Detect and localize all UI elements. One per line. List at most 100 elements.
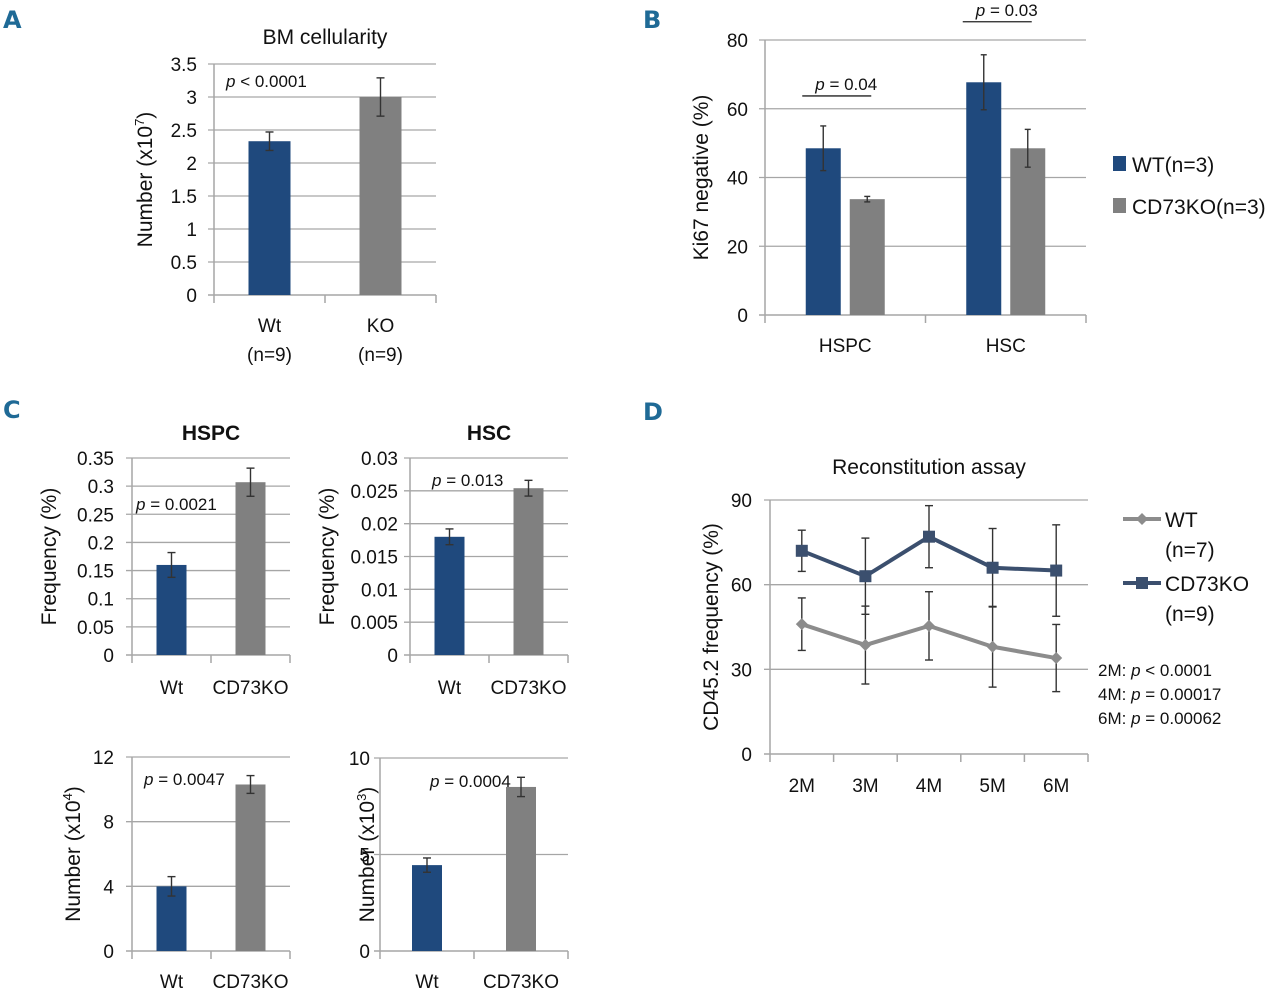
- y-tick-label: 0.01: [361, 580, 398, 601]
- y-tick-label: 0.35: [77, 449, 114, 470]
- marker-square: [795, 544, 808, 557]
- y-tick-label: 0.005: [350, 613, 398, 634]
- y-tick-label: 90: [731, 491, 752, 512]
- y-axis-title-sup: 3: [354, 794, 369, 801]
- y-tick-label: 1: [186, 220, 197, 241]
- p-symbol: p: [225, 72, 235, 91]
- legend-sublabel: (n=9): [1165, 603, 1215, 626]
- chart-title: Reconstitution assay: [832, 456, 1026, 479]
- y-tick-label: 5: [359, 846, 370, 867]
- bar-ko: [359, 97, 402, 295]
- panel-label: C: [3, 396, 21, 424]
- p-symbol: p: [1130, 685, 1140, 704]
- marker-diamond: [859, 639, 872, 652]
- x-tick-label: HSPC: [819, 336, 872, 357]
- annotation-prefix: 4M:: [1098, 685, 1131, 704]
- p-value: = 0.0047: [153, 770, 224, 789]
- y-tick-label: 0: [741, 745, 752, 766]
- y-tick-label: 0: [387, 646, 398, 667]
- x-tick-label: Wt: [160, 972, 184, 993]
- bar-ko: [506, 786, 536, 951]
- y-axis-title: Number (x107): [132, 112, 157, 248]
- y-tick-label: 0.1: [88, 590, 114, 611]
- x-tick-label: Wt: [160, 678, 184, 699]
- y-tick-label: 0.025: [350, 482, 398, 503]
- chart-C4: 0 5 10 Number (x103) Wt CD73KO p = 0.0004: [349, 749, 569, 993]
- p-value: = 0.04: [825, 75, 877, 94]
- y-axis-title-end: ): [356, 787, 379, 794]
- p-symbol: p: [135, 495, 145, 514]
- chart-C2: HSC 0 0.005 0.01 0.015 0.02 0.025 0.03 Frequency…: [316, 422, 569, 699]
- chart-title: HSPC: [182, 422, 240, 445]
- y-axis-title-end: ): [134, 112, 157, 119]
- annotation-prefix: 2M:: [1098, 661, 1131, 680]
- x-tick-label: 4M: [916, 776, 942, 797]
- y-tick-label: 0.015: [350, 548, 398, 569]
- bar-ko: [513, 488, 544, 655]
- y-axis-title: Number (x104): [60, 786, 85, 922]
- y-axis-title: Frequency (%): [38, 488, 61, 626]
- p-value: = 0.00062: [1141, 709, 1222, 728]
- p-value-annotation: p = 0.0004: [429, 772, 511, 791]
- legend-label: CD73KO: [1165, 573, 1249, 596]
- p-symbol: p: [429, 772, 439, 791]
- panel-label: B: [643, 6, 661, 34]
- y-tick-label: 0.2: [88, 533, 114, 554]
- y-tick-label: 40: [727, 169, 748, 190]
- y-tick-label: 10: [349, 749, 370, 770]
- marker-diamond: [986, 640, 999, 653]
- y-tick-label: 2: [186, 154, 197, 175]
- chart-D: D Reconstitution assay 0 30 60 90 CD45.2 frequ…: [643, 398, 1249, 797]
- p-value-annotation: p = 0.0047: [143, 770, 225, 789]
- x-tick-label: (n=9): [247, 345, 292, 366]
- legend-label: CD73KO(n=3): [1132, 196, 1266, 219]
- y-tick-label: 3.5: [171, 55, 197, 76]
- y-tick-label: 0.03: [361, 449, 398, 470]
- y-axis-title-text: Number (x10: [134, 126, 157, 247]
- y-tick-label: 3: [186, 88, 197, 109]
- p-value-annotation: 4M: p = 0.00017: [1098, 685, 1221, 704]
- legend-sublabel: (n=7): [1165, 539, 1215, 562]
- x-tick-label: HSC: [986, 336, 1026, 357]
- p-value-annotation: 2M: p < 0.0001: [1098, 661, 1212, 680]
- y-axis-title-text: Frequency (%): [316, 488, 339, 626]
- marker-diamond: [795, 618, 808, 631]
- legend-swatch-wt: [1113, 156, 1126, 171]
- bar-wt: [966, 82, 1002, 315]
- x-tick-label: CD73KO: [490, 678, 566, 699]
- annotation-prefix: 6M:: [1098, 709, 1131, 728]
- y-tick-label: 0: [103, 646, 114, 667]
- y-tick-label: 0.05: [77, 618, 114, 639]
- y-tick-label: 0: [186, 286, 197, 307]
- bar-ko: [1010, 148, 1046, 315]
- panel-label: A: [3, 6, 22, 34]
- x-tick-label: CD73KO: [212, 972, 288, 993]
- marker-square: [986, 561, 999, 574]
- legend-label: WT(n=3): [1132, 154, 1214, 177]
- y-axis-title: CD45.2 frequency (%): [700, 523, 723, 731]
- bar-wt: [156, 886, 187, 951]
- y-tick-label: 0.02: [361, 515, 398, 536]
- legend-marker-square: [1136, 577, 1148, 589]
- x-tick-label: Wt: [415, 972, 439, 993]
- y-axis-title-text: Frequency (%): [38, 488, 61, 626]
- y-axis-title-end: ): [62, 786, 85, 793]
- bar-ko: [235, 784, 266, 951]
- p-value: = 0.013: [441, 471, 503, 490]
- p-symbol: p: [1130, 661, 1140, 680]
- marker-square: [923, 530, 935, 543]
- bar-wt: [156, 564, 187, 655]
- y-tick-label: 0.25: [77, 505, 114, 526]
- bar-wt: [434, 536, 465, 655]
- chart-B: B 0 20 40 60 80 Ki67 negative (%) HSPC p = 0.04 H…: [643, 1, 1266, 357]
- y-axis-title-text: Ki67 negative (%): [690, 95, 713, 261]
- x-tick-label: Wt: [258, 316, 282, 337]
- y-axis-title-text: CD45.2 frequency (%): [700, 523, 723, 731]
- legend-label: WT: [1165, 509, 1198, 532]
- p-value-annotation: p = 0.03: [975, 1, 1038, 20]
- chart-C1: C HSPC 0 0.05 0.1 0.15 0.2 0.25 0.3 0.35 Frequency…: [3, 396, 291, 699]
- legend-marker-diamond: [1136, 513, 1148, 525]
- x-tick-label: 6M: [1043, 776, 1069, 797]
